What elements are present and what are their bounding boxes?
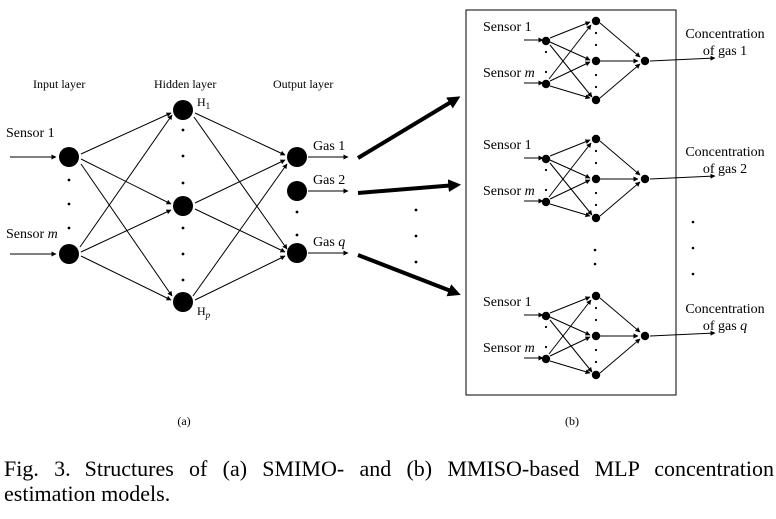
- figure-caption: Fig. 3. Structures of (a) SMIMO- and (b) …: [4, 456, 774, 506]
- gas-2-label: Gas 2: [313, 173, 345, 188]
- block-sensor-1-label: Sensor 1: [483, 20, 532, 35]
- caption-number: Fig. 3.: [4, 456, 71, 481]
- gas-q-label: Gas q: [313, 235, 345, 250]
- output-node-1: [287, 147, 307, 167]
- input-node-1: [59, 147, 79, 167]
- gas-1-label: Gas 1: [313, 139, 345, 154]
- block-gas-label: of gas q: [703, 319, 747, 334]
- hidden-layer-label: Hidden layer: [154, 77, 216, 91]
- big-arrow-q: [357, 253, 461, 297]
- block-sensor-1-label: Sensor 1: [483, 295, 532, 310]
- input-node-m: [59, 244, 79, 264]
- big-arrow-1: [356, 96, 461, 160]
- mmiso-block-2: Sensor 1 Sensor m Concentration of gas 2: [483, 134, 765, 223]
- ellipsis-dots-a: [67, 128, 299, 282]
- output-node-2: [287, 181, 307, 201]
- block-concentration-label: Concentration: [685, 145, 764, 160]
- panel-b-frame: [465, 9, 677, 396]
- sensor-m-label: Sensor m: [6, 227, 58, 242]
- panel-a-label: (a): [177, 414, 190, 428]
- hidden-node-p: [173, 292, 193, 312]
- sensor-1-label: Sensor 1: [6, 126, 55, 141]
- block-concentration-label: Concentration: [685, 302, 764, 317]
- output-layer-label: Output layer: [273, 77, 333, 91]
- block-sensor-1-label: Sensor 1: [483, 138, 532, 153]
- mmiso-block-q: Sensor 1 Sensor m Concentration of gas q: [483, 291, 765, 380]
- output-node-q: [287, 243, 307, 263]
- panel-transition-arrows: [356, 96, 462, 297]
- panel-b-label: (b): [565, 414, 579, 428]
- hidden-node-mid: [173, 196, 193, 216]
- panel-a-smimo-network: Input layer Hidden layer Output layer Se…: [6, 77, 349, 428]
- caption-text: Structures of (a) SMIMO- and (b) MMISO-b…: [4, 456, 774, 506]
- input-hidden-connections: [79, 112, 173, 301]
- hidden-1-label: H1: [197, 95, 210, 111]
- block-gas-label: of gas 2: [703, 162, 747, 177]
- panel-b-mmiso-networks: Sensor 1 Sensor m Concentration of gas 1 Se…: [465, 9, 765, 428]
- hidden-node-1: [173, 100, 193, 120]
- block-sensor-m-label: Sensor m: [483, 341, 535, 356]
- block-sensor-m-label: Sensor m: [483, 184, 535, 199]
- block-gas-label: of gas 1: [703, 44, 747, 59]
- hidden-p-label: Hp: [197, 304, 211, 320]
- hidden-output-connections: [192, 112, 288, 301]
- block-concentration-label: Concentration: [685, 27, 764, 42]
- input-layer-label: Input layer: [33, 77, 85, 91]
- mmiso-block-1: Sensor 1 Sensor m Concentration of gas 1: [483, 16, 765, 105]
- block-sensor-m-label: Sensor m: [483, 66, 535, 81]
- big-arrow-2: [357, 179, 462, 195]
